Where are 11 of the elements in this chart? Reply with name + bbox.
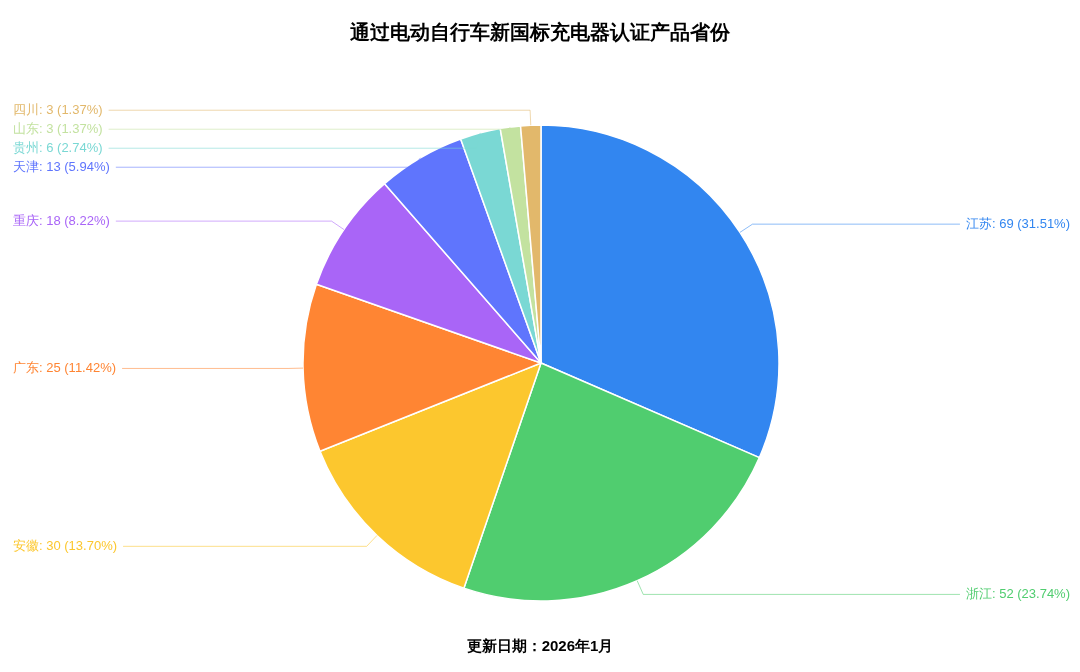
- data-label: 江苏: 69 (31.51%): [965, 215, 1070, 231]
- annotation: 更新日期：2026年1月: [466, 636, 614, 654]
- data-label: 四川: 3 (1.37%): [13, 101, 103, 117]
- data-label: 安徽: 30 (13.70%): [13, 537, 118, 553]
- data-label: 浙江: 52 (23.74%): [965, 585, 1070, 601]
- data-label: 天津: 13 (5.94%): [13, 158, 110, 174]
- data-label: 贵州: 6 (2.74%): [13, 139, 103, 155]
- data-label: 广东: 25 (11.42%): [13, 359, 117, 375]
- data-label: 重庆: 18 (8.22%): [13, 212, 110, 228]
- title: 通过电动自行车新国标充电器认证产品省份: [350, 21, 730, 44]
- data-label: 山东: 3 (1.37%): [13, 120, 103, 136]
